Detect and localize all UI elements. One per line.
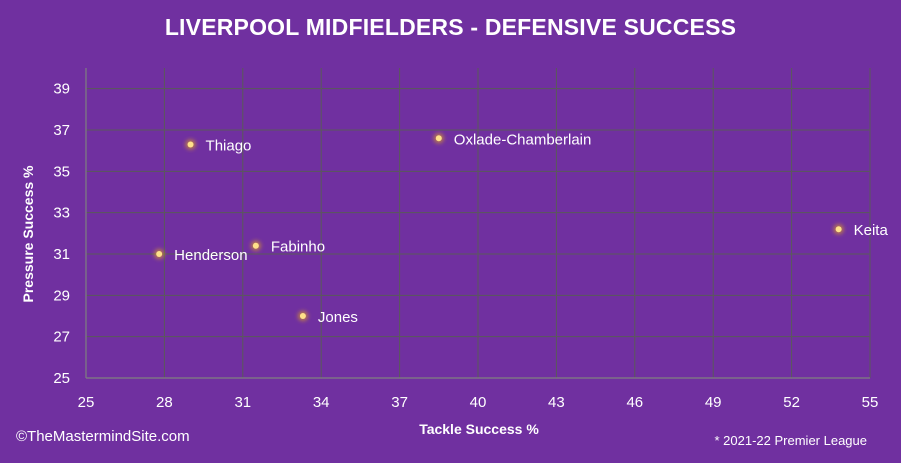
x-tick-label: 25 (78, 394, 95, 411)
x-tick-label: 40 (470, 394, 487, 411)
data-point: Fabinho (250, 239, 325, 256)
y-tick-label: 33 (53, 205, 70, 222)
axes (85, 68, 870, 379)
data-point: Thiago (185, 137, 252, 154)
y-tick-label: 25 (53, 370, 70, 387)
gridlines (86, 68, 871, 378)
site-credit: ©TheMastermindSite.com (16, 428, 190, 445)
x-tick-label: 34 (313, 394, 330, 411)
x-tick-label: 52 (783, 394, 800, 411)
point-marker (252, 242, 259, 249)
point-marker (299, 313, 306, 319)
x-tick-label: 43 (548, 394, 565, 411)
data-point: Oxlade-Chamberlain (433, 131, 592, 148)
point-marker (187, 141, 194, 148)
y-tick-label: 29 (53, 287, 70, 304)
point-marker (435, 135, 442, 142)
point-label: Henderson (174, 247, 247, 264)
y-tick-label: 31 (53, 246, 70, 263)
x-tick-label: 28 (156, 394, 173, 411)
x-axis-title: Tackle Success % (419, 421, 539, 437)
point-label: Keita (854, 222, 889, 239)
point-marker (835, 226, 842, 233)
data-point: Henderson (154, 247, 248, 264)
x-tick-label: 55 (862, 394, 879, 411)
y-tick-label: 27 (53, 329, 70, 346)
season-footnote: * 2021-22 Premier League (714, 433, 868, 448)
x-tick-label: 49 (705, 394, 722, 411)
chart-title: LIVERPOOL MIDFIELDERS - DEFENSIVE SUCCES… (164, 14, 737, 40)
y-tick-label: 35 (53, 163, 70, 180)
tick-labels: 25 28 31 34 37 40 43 46 49 52 55 25 27 29 31 33 35 37 39 (53, 81, 878, 411)
data-point: Jones (297, 309, 358, 326)
x-tick-label: 31 (234, 394, 251, 411)
data-point: Keita (833, 222, 889, 239)
x-tick-label: 46 (626, 394, 643, 411)
point-label: Jones (318, 309, 358, 326)
point-label: Oxlade-Chamberlain (454, 131, 592, 148)
data-points: Thiago Oxlade-Chamberlain Keita Fabinho Hend… (154, 131, 888, 326)
y-tick-label: 39 (53, 81, 70, 98)
point-label: Fabinho (271, 239, 325, 256)
x-tick-label: 37 (391, 394, 408, 411)
y-tick-label: 37 (53, 122, 70, 139)
y-axis-title: Pressure Success % (20, 165, 36, 303)
point-label: Thiago (206, 137, 252, 154)
point-marker (156, 251, 163, 257)
